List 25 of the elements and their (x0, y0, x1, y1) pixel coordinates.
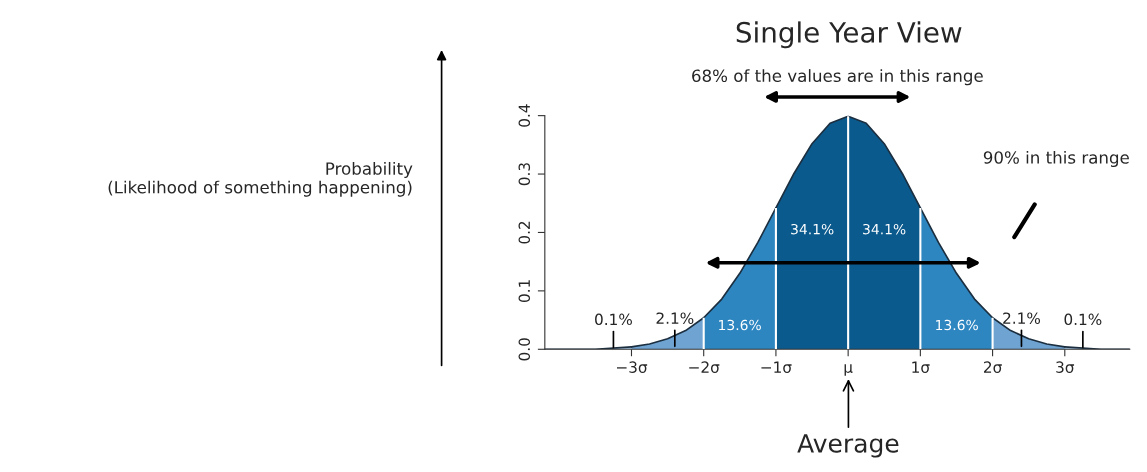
annotation: 90% in this range (983, 150, 1129, 168)
x-tick-label: −2σ (689, 361, 720, 373)
annotation: 0.1% (595, 313, 632, 326)
chart-title: Single Year View (736, 21, 962, 49)
annotation: 34.1% (863, 223, 906, 235)
annotation: 2.1% (656, 312, 694, 324)
x-tick-label: −1σ (761, 361, 792, 373)
annotation: 13.6% (936, 319, 978, 331)
annotation: 34.1% (791, 223, 834, 235)
text: Probability (Likelihood of something happening) (108, 161, 413, 197)
y-tick-label: 0.4 (518, 104, 531, 127)
annotation: 0.1% (1064, 313, 1102, 326)
x-tick-label: 1σ (912, 361, 930, 373)
y-tick-label: 0.2 (518, 221, 531, 244)
x-tick-label: −3σ (617, 361, 648, 373)
annotation: 13.6% (719, 319, 761, 331)
text: 68% of the values are in this range (692, 69, 983, 86)
y-tick-label: 0.3 (518, 163, 531, 186)
x-tick-label: 2σ (984, 361, 1002, 373)
y-tick-label: 0.1 (518, 280, 531, 303)
text: Average (797, 434, 899, 458)
annotation: 2.1% (1003, 312, 1041, 324)
x-tick-label: μ (844, 364, 853, 376)
x-tick-label: 3σ (1056, 361, 1075, 373)
y-tick-label: 0.0 (518, 338, 531, 361)
